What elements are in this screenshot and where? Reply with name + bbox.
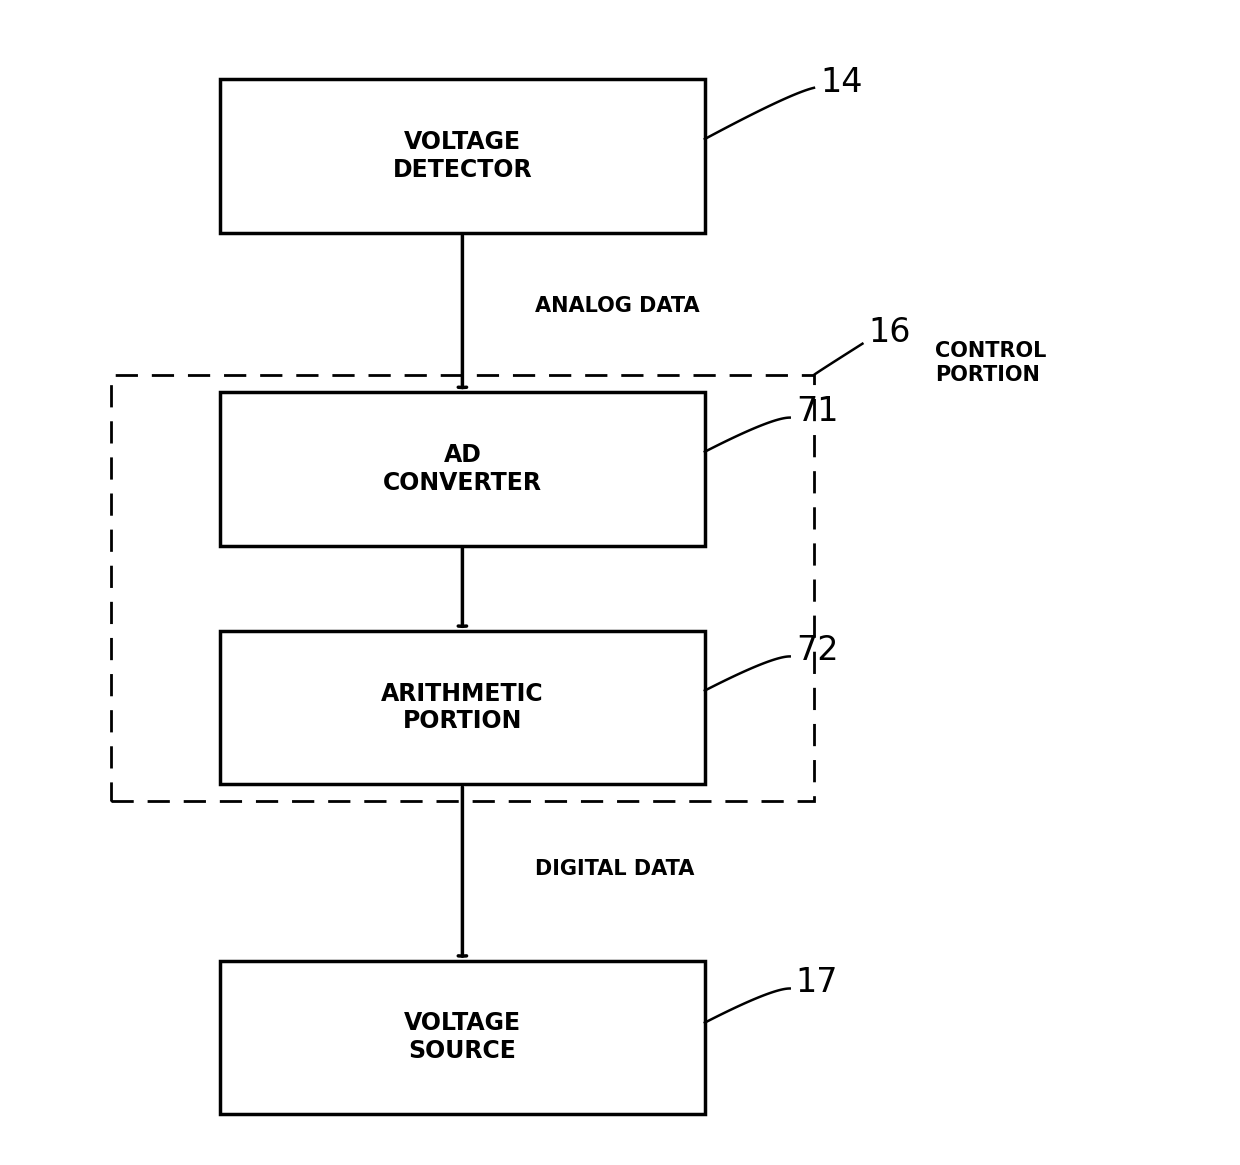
Text: ARITHMETIC
PORTION: ARITHMETIC PORTION (381, 682, 543, 734)
Text: 16: 16 (868, 316, 911, 348)
Bar (219, 391, 704, 545)
Bar (219, 79, 704, 233)
Text: CONTROL
PORTION: CONTROL PORTION (935, 341, 1047, 384)
Bar (219, 961, 704, 1114)
Text: 17: 17 (796, 966, 838, 1000)
Bar (110, 375, 813, 802)
Text: VOLTAGE
DETECTOR: VOLTAGE DETECTOR (393, 130, 532, 182)
Text: 72: 72 (796, 634, 838, 668)
Text: 71: 71 (796, 395, 838, 429)
Text: DIGITAL DATA: DIGITAL DATA (536, 859, 694, 880)
Text: AD
CONVERTER: AD CONVERTER (383, 443, 542, 495)
Text: 14: 14 (820, 65, 863, 99)
Bar (219, 630, 704, 784)
Text: VOLTAGE
SOURCE: VOLTAGE SOURCE (404, 1011, 521, 1064)
Text: ANALOG DATA: ANALOG DATA (536, 296, 699, 316)
